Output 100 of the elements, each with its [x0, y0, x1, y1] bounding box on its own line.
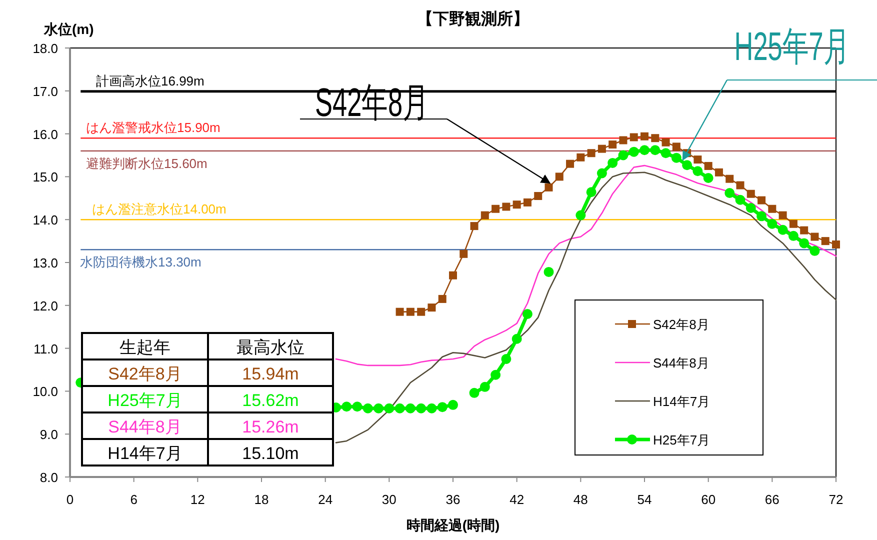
point [512, 200, 521, 209]
annotation: S44年8月 [108, 418, 182, 436]
point [596, 168, 607, 178]
point [714, 168, 723, 176]
point [374, 403, 384, 414]
point [523, 198, 532, 206]
annotation: 15.94m [242, 364, 299, 384]
point [756, 211, 767, 222]
point [544, 183, 553, 192]
ref-line-label: 水防団待機水13.30m [80, 254, 202, 270]
point [566, 160, 574, 168]
point [522, 308, 532, 319]
point [362, 403, 373, 414]
y-tick-label: 8.0 [40, 470, 58, 485]
point [576, 153, 585, 162]
x-tick-label: 0 [66, 492, 74, 507]
point [726, 174, 734, 183]
point [501, 354, 512, 364]
point [778, 224, 788, 235]
point [512, 334, 522, 344]
point [406, 308, 414, 316]
point [821, 237, 830, 246]
point [662, 138, 670, 146]
annotation: H14年7月 [108, 444, 182, 463]
point [598, 144, 606, 153]
point [394, 403, 405, 414]
x-tick-label: 66 [764, 492, 780, 507]
legend-label: S44年8月 [653, 356, 710, 370]
point [703, 172, 714, 183]
point [480, 211, 489, 220]
x-tick-label: 36 [446, 492, 460, 507]
y-tick-label: 15.0 [32, 170, 58, 185]
x-tick-label: 72 [828, 492, 844, 507]
point [694, 156, 702, 164]
annotation: 生起年 [120, 338, 170, 357]
x-tick-label: 48 [573, 492, 588, 507]
x-tick-label: 60 [701, 492, 716, 507]
x-tick-label: 42 [510, 492, 524, 507]
annotation: 15.62m [242, 391, 299, 410]
ref-line-label: 計画高水位16.99m [96, 73, 204, 88]
point [460, 250, 468, 258]
x-tick-label: 24 [318, 492, 333, 507]
legend-label: H25年7月 [653, 432, 710, 448]
y-tick-label: 12.0 [32, 298, 58, 314]
point [672, 142, 680, 151]
annotation: 15.26m [242, 418, 299, 436]
y-tick-label: 18.0 [32, 41, 58, 56]
point [490, 370, 501, 380]
point [651, 134, 660, 142]
y-tick-label: 14.0 [32, 212, 58, 228]
point [396, 308, 404, 316]
point [352, 402, 362, 412]
point [437, 402, 448, 412]
point [587, 149, 596, 158]
point [704, 162, 712, 170]
annotation: S42年8月 [108, 364, 182, 384]
point [692, 166, 703, 176]
point [746, 190, 755, 198]
point [555, 172, 564, 181]
point [746, 203, 756, 214]
annotation: 15.10m [242, 444, 299, 463]
x-axis-title: 時間経過(時間) [406, 517, 500, 533]
y-axis-title: 水位(m) [43, 21, 94, 37]
point [417, 308, 426, 316]
point [618, 150, 628, 160]
point [469, 388, 480, 398]
point [671, 152, 682, 163]
point [342, 402, 352, 412]
y-tick-label: 16.0 [32, 126, 58, 142]
point [576, 210, 586, 220]
point [640, 132, 648, 140]
point [768, 204, 776, 213]
point [534, 192, 542, 200]
point [428, 304, 436, 312]
point [778, 211, 787, 220]
x-tick-label: 12 [190, 492, 205, 507]
point [470, 222, 478, 230]
annotation: 最高水位 [236, 338, 304, 357]
point [480, 382, 490, 392]
point [448, 400, 458, 410]
point [608, 140, 617, 149]
ref-line-label: 避難判断水位15.60m [86, 156, 208, 171]
point [724, 188, 735, 198]
point [492, 204, 500, 213]
point [736, 181, 744, 190]
point [788, 230, 798, 241]
point [438, 294, 446, 303]
point [660, 148, 671, 158]
point [384, 403, 394, 414]
y-tick-label: 13.0 [32, 256, 58, 270]
point [640, 145, 650, 156]
point [586, 187, 596, 198]
point [426, 403, 437, 414]
point [758, 196, 766, 204]
point [650, 145, 660, 156]
point [502, 202, 510, 211]
legend-label: S42年8月 [653, 317, 710, 332]
y-tick-label: 9.0 [40, 427, 58, 442]
x-tick-label: 18 [254, 492, 269, 507]
point [799, 238, 810, 248]
